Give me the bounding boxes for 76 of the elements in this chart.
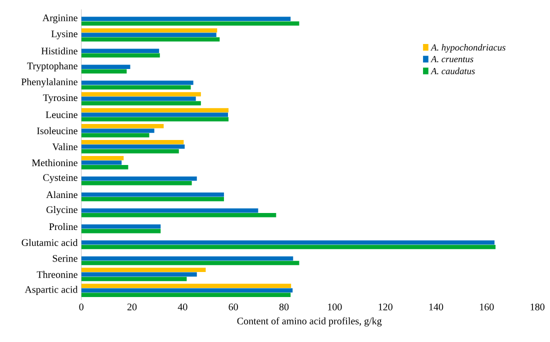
bar xyxy=(81,28,218,32)
bar xyxy=(81,284,292,288)
bar xyxy=(81,160,122,165)
bar xyxy=(81,144,185,149)
legend-label: A. caudatus xyxy=(430,68,475,74)
bar xyxy=(81,32,216,38)
y-tick-label: Aspartic acid xyxy=(24,286,78,295)
bar xyxy=(81,92,201,96)
bar xyxy=(81,292,291,298)
bar xyxy=(81,212,276,218)
bar xyxy=(81,196,224,202)
bar xyxy=(81,192,224,197)
x-tick-label: 140 xyxy=(429,304,444,310)
bar xyxy=(81,149,179,154)
bar xyxy=(81,128,154,133)
y-tick-label: Tryptophane xyxy=(27,62,78,72)
y-tick-label: Methionine xyxy=(32,159,78,166)
bar xyxy=(81,124,164,128)
bar xyxy=(81,260,300,266)
bar xyxy=(81,224,161,229)
bar xyxy=(81,228,161,234)
bar xyxy=(81,37,220,42)
bar xyxy=(81,256,294,261)
bar xyxy=(81,176,197,181)
x-tick-label: 180 xyxy=(530,304,544,310)
y-tick-label: Alanine xyxy=(46,191,78,198)
bar xyxy=(81,80,194,85)
bar xyxy=(81,112,228,117)
bar xyxy=(81,140,184,144)
bar xyxy=(81,276,187,282)
bar xyxy=(81,96,196,101)
x-axis-title: Content of amino acid profiles, g/kg xyxy=(237,317,382,326)
legend-label: A. hypochondriacus xyxy=(430,44,506,52)
y-tick-label: Histidine xyxy=(41,47,78,54)
bar xyxy=(81,268,206,272)
y-tick-label: Phenylalanine xyxy=(21,78,78,88)
bar xyxy=(81,288,293,293)
bar xyxy=(81,244,496,250)
bar xyxy=(81,64,130,69)
x-tick-label: 80 xyxy=(279,304,289,310)
bar xyxy=(81,85,191,90)
y-tick-label: Proline xyxy=(49,223,78,230)
y-tick-label: Lysine xyxy=(51,30,78,40)
x-tick-label: 0 xyxy=(79,304,84,310)
bar xyxy=(81,117,229,122)
y-tick-label: Glutamic acid xyxy=(22,238,78,246)
bar xyxy=(81,101,201,106)
x-tick-label: 20 xyxy=(127,304,137,310)
y-tick-label: Cysteine xyxy=(43,174,78,183)
x-tick-label: 40 xyxy=(178,304,188,310)
bar xyxy=(81,69,127,74)
bar xyxy=(81,48,160,53)
y-tick-label: Tyrosine xyxy=(43,94,78,104)
legend-label: A. cruentus xyxy=(430,56,474,62)
y-tick-label: Isoleucine xyxy=(37,127,78,134)
y-tick-label: Leucine xyxy=(46,111,78,118)
y-tick-label: Glycine xyxy=(46,206,78,216)
x-tick-label: 100 xyxy=(328,304,342,310)
bar xyxy=(81,21,300,26)
x-tick-label: 120 xyxy=(378,304,392,310)
bar xyxy=(81,181,192,186)
y-tick-label: Valine xyxy=(52,143,78,150)
bar xyxy=(81,208,258,213)
bar xyxy=(81,16,291,22)
bar xyxy=(81,240,495,245)
bar xyxy=(81,272,197,277)
bar xyxy=(81,53,160,58)
x-tick-label: 160 xyxy=(480,304,494,310)
bar xyxy=(81,156,124,160)
x-tick-label: 60 xyxy=(228,304,238,310)
bar xyxy=(81,108,229,112)
y-tick-label: Threonine xyxy=(36,270,78,278)
y-tick-label: Arginine xyxy=(42,14,78,24)
y-tick-label: Serine xyxy=(52,255,78,262)
bar xyxy=(81,165,128,170)
bar xyxy=(81,133,150,138)
